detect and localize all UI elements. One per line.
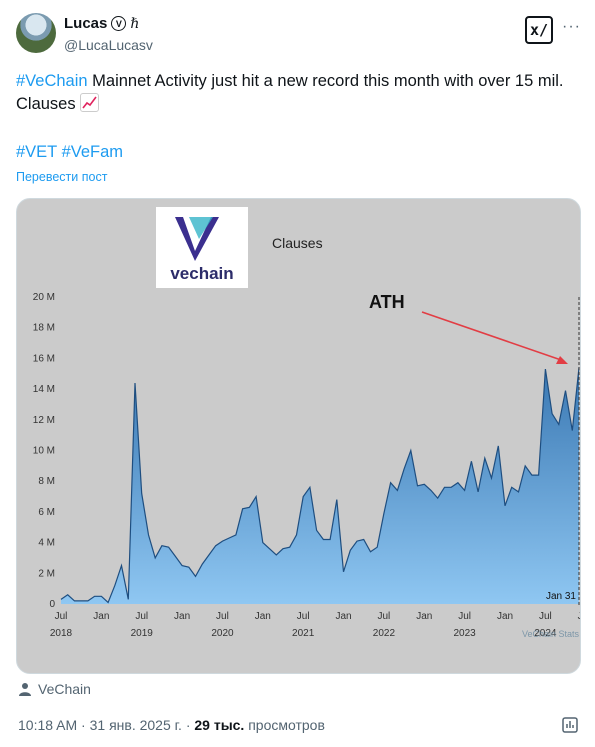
verified-badge-icon: V bbox=[111, 16, 127, 31]
chart-increasing-icon bbox=[79, 93, 99, 112]
clauses-chart: vechain Clauses ATH 0 2 M 4 M 6 M 8 M 10 M 12 … bbox=[33, 207, 581, 639]
x-year-label: 2019 bbox=[131, 628, 154, 639]
views-label: просмотров bbox=[248, 717, 325, 733]
y-tick-label: 12 M bbox=[33, 415, 55, 426]
hashtag-list: #VET #VeFam bbox=[16, 143, 123, 162]
y-tick-label: 14 M bbox=[33, 384, 55, 395]
y-tick-label: 16 M bbox=[33, 353, 55, 364]
x-tick-label: Jan bbox=[335, 611, 351, 622]
x-tick-label: Jul bbox=[297, 611, 310, 622]
y-tick-label: 6 M bbox=[38, 507, 55, 518]
tweet-body: Mainnet Activity just hit a new record t… bbox=[16, 72, 564, 113]
y-tick-label: 2 M bbox=[38, 568, 55, 579]
chart-area-series bbox=[61, 367, 579, 604]
location-tag[interactable]: VeChain bbox=[18, 681, 91, 697]
x-tick-label: Jan bbox=[174, 611, 190, 622]
media-image[interactable]: vechain Clauses ATH 0 2 M 4 M 6 M 8 M 10 M 12 … bbox=[16, 198, 581, 674]
y-tick-label: 20 M bbox=[33, 292, 55, 303]
grok-button[interactable]: x/ bbox=[525, 16, 553, 44]
x-tick-label: Jul bbox=[539, 611, 552, 622]
vechain-logo-text: vechain bbox=[170, 264, 233, 283]
translate-post-link[interactable]: Перевести пост bbox=[16, 170, 108, 184]
tweet-meta: 10:18 AM · 31 янв. 2025 г. · 29 тыс. про… bbox=[18, 717, 325, 733]
x-tick-label: Jul bbox=[135, 611, 148, 622]
y-tick-label: 4 M bbox=[38, 538, 55, 549]
chart-title: Clauses bbox=[272, 235, 323, 251]
x-tick-label: Jul bbox=[216, 611, 229, 622]
x-tick-label: Jan bbox=[578, 611, 581, 622]
person-icon bbox=[19, 683, 31, 696]
x-tick-label: Jul bbox=[378, 611, 391, 622]
x-tick-label: Jul bbox=[458, 611, 471, 622]
x-tick-label: Jan bbox=[255, 611, 271, 622]
author-name[interactable]: Lucas bbox=[64, 15, 108, 32]
analytics-icon[interactable] bbox=[561, 716, 579, 734]
ath-arrow bbox=[421, 311, 565, 362]
x-tick-label: Jul bbox=[55, 611, 68, 622]
ath-arrow-head bbox=[556, 356, 568, 364]
author-name-row[interactable]: Lucas V ℏ bbox=[64, 15, 139, 32]
tweet-date[interactable]: 31 янв. 2025 г. bbox=[89, 717, 182, 733]
x-tick-label: Jan bbox=[497, 611, 513, 622]
vechain-logo-icon bbox=[175, 217, 219, 261]
hashtag-vet[interactable]: #VET bbox=[16, 143, 57, 161]
chart-end-label: Jan 31 bbox=[546, 591, 576, 602]
avatar[interactable] bbox=[16, 13, 56, 53]
x-tick-label: Jan bbox=[93, 611, 109, 622]
x-year-label: 2021 bbox=[292, 628, 315, 639]
y-tick-label: 10 M bbox=[33, 446, 55, 457]
y-tick-label: 0 bbox=[49, 599, 55, 610]
view-count: 29 тыс. bbox=[194, 717, 245, 733]
x-tick-label: Jan bbox=[416, 611, 432, 622]
chart-line-series bbox=[60, 367, 580, 604]
x-year-label: 2020 bbox=[211, 628, 234, 639]
x-year-label: 2023 bbox=[454, 628, 477, 639]
tweet-text: #VeChain Mainnet Activity just hit a new… bbox=[16, 70, 576, 116]
x-year-label: 2022 bbox=[373, 628, 396, 639]
watermark: VeChain Stats bbox=[522, 629, 580, 639]
location-label: VeChain bbox=[38, 681, 91, 697]
y-tick-label: 18 M bbox=[33, 323, 55, 334]
author-handle[interactable]: @LucaLucasv bbox=[64, 37, 153, 53]
ath-annotation: ATH bbox=[369, 292, 405, 312]
y-tick-label: 8 M bbox=[38, 476, 55, 487]
hashtag-vechain[interactable]: #VeChain bbox=[16, 72, 88, 90]
hashtag-vefam[interactable]: #VeFam bbox=[61, 143, 124, 161]
x-year-label: 2024 bbox=[534, 628, 557, 639]
x-year-label: 2018 bbox=[50, 628, 73, 639]
author-glyph: ℏ bbox=[130, 15, 140, 32]
more-options-icon[interactable]: ··· bbox=[562, 18, 581, 35]
tweet-time[interactable]: 10:18 AM bbox=[18, 717, 78, 733]
